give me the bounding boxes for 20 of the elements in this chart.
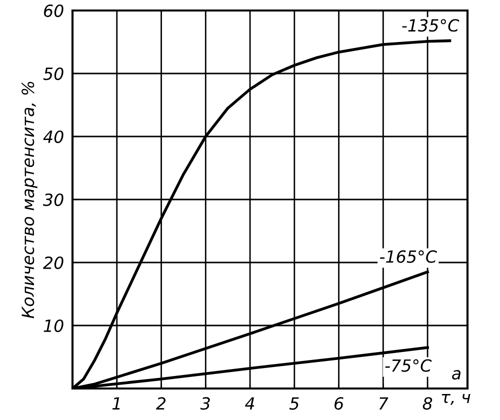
- y-tick-label: 60: [44, 4, 64, 18]
- y-tick-label: 30: [42, 193, 64, 206]
- x-tick-label: 1: [112, 397, 120, 410]
- y-tick-label: 40: [43, 130, 64, 144]
- y-tick-label: 20: [43, 256, 64, 270]
- y-tick-label: 50: [43, 67, 64, 80]
- y-axis-title: Количество мартенсита, %: [22, 82, 38, 318]
- x-tick-label: 7: [379, 397, 388, 410]
- x-tick-label: 8: [422, 397, 432, 410]
- x-tick-label: 3: [200, 397, 210, 410]
- series-label: -165°C: [380, 250, 437, 263]
- x-tick-label: 2: [156, 397, 166, 410]
- y-tick-label: 10: [44, 319, 64, 332]
- x-tick-label: 6: [334, 397, 344, 410]
- series-label: -135°C: [402, 19, 460, 32]
- x-axis-title: τ, ч: [442, 394, 470, 405]
- series-label: -75°C: [385, 359, 432, 372]
- annotation: а: [452, 370, 460, 380]
- x-tick-label: 5: [289, 397, 299, 410]
- x-tick-label: 4: [245, 397, 254, 410]
